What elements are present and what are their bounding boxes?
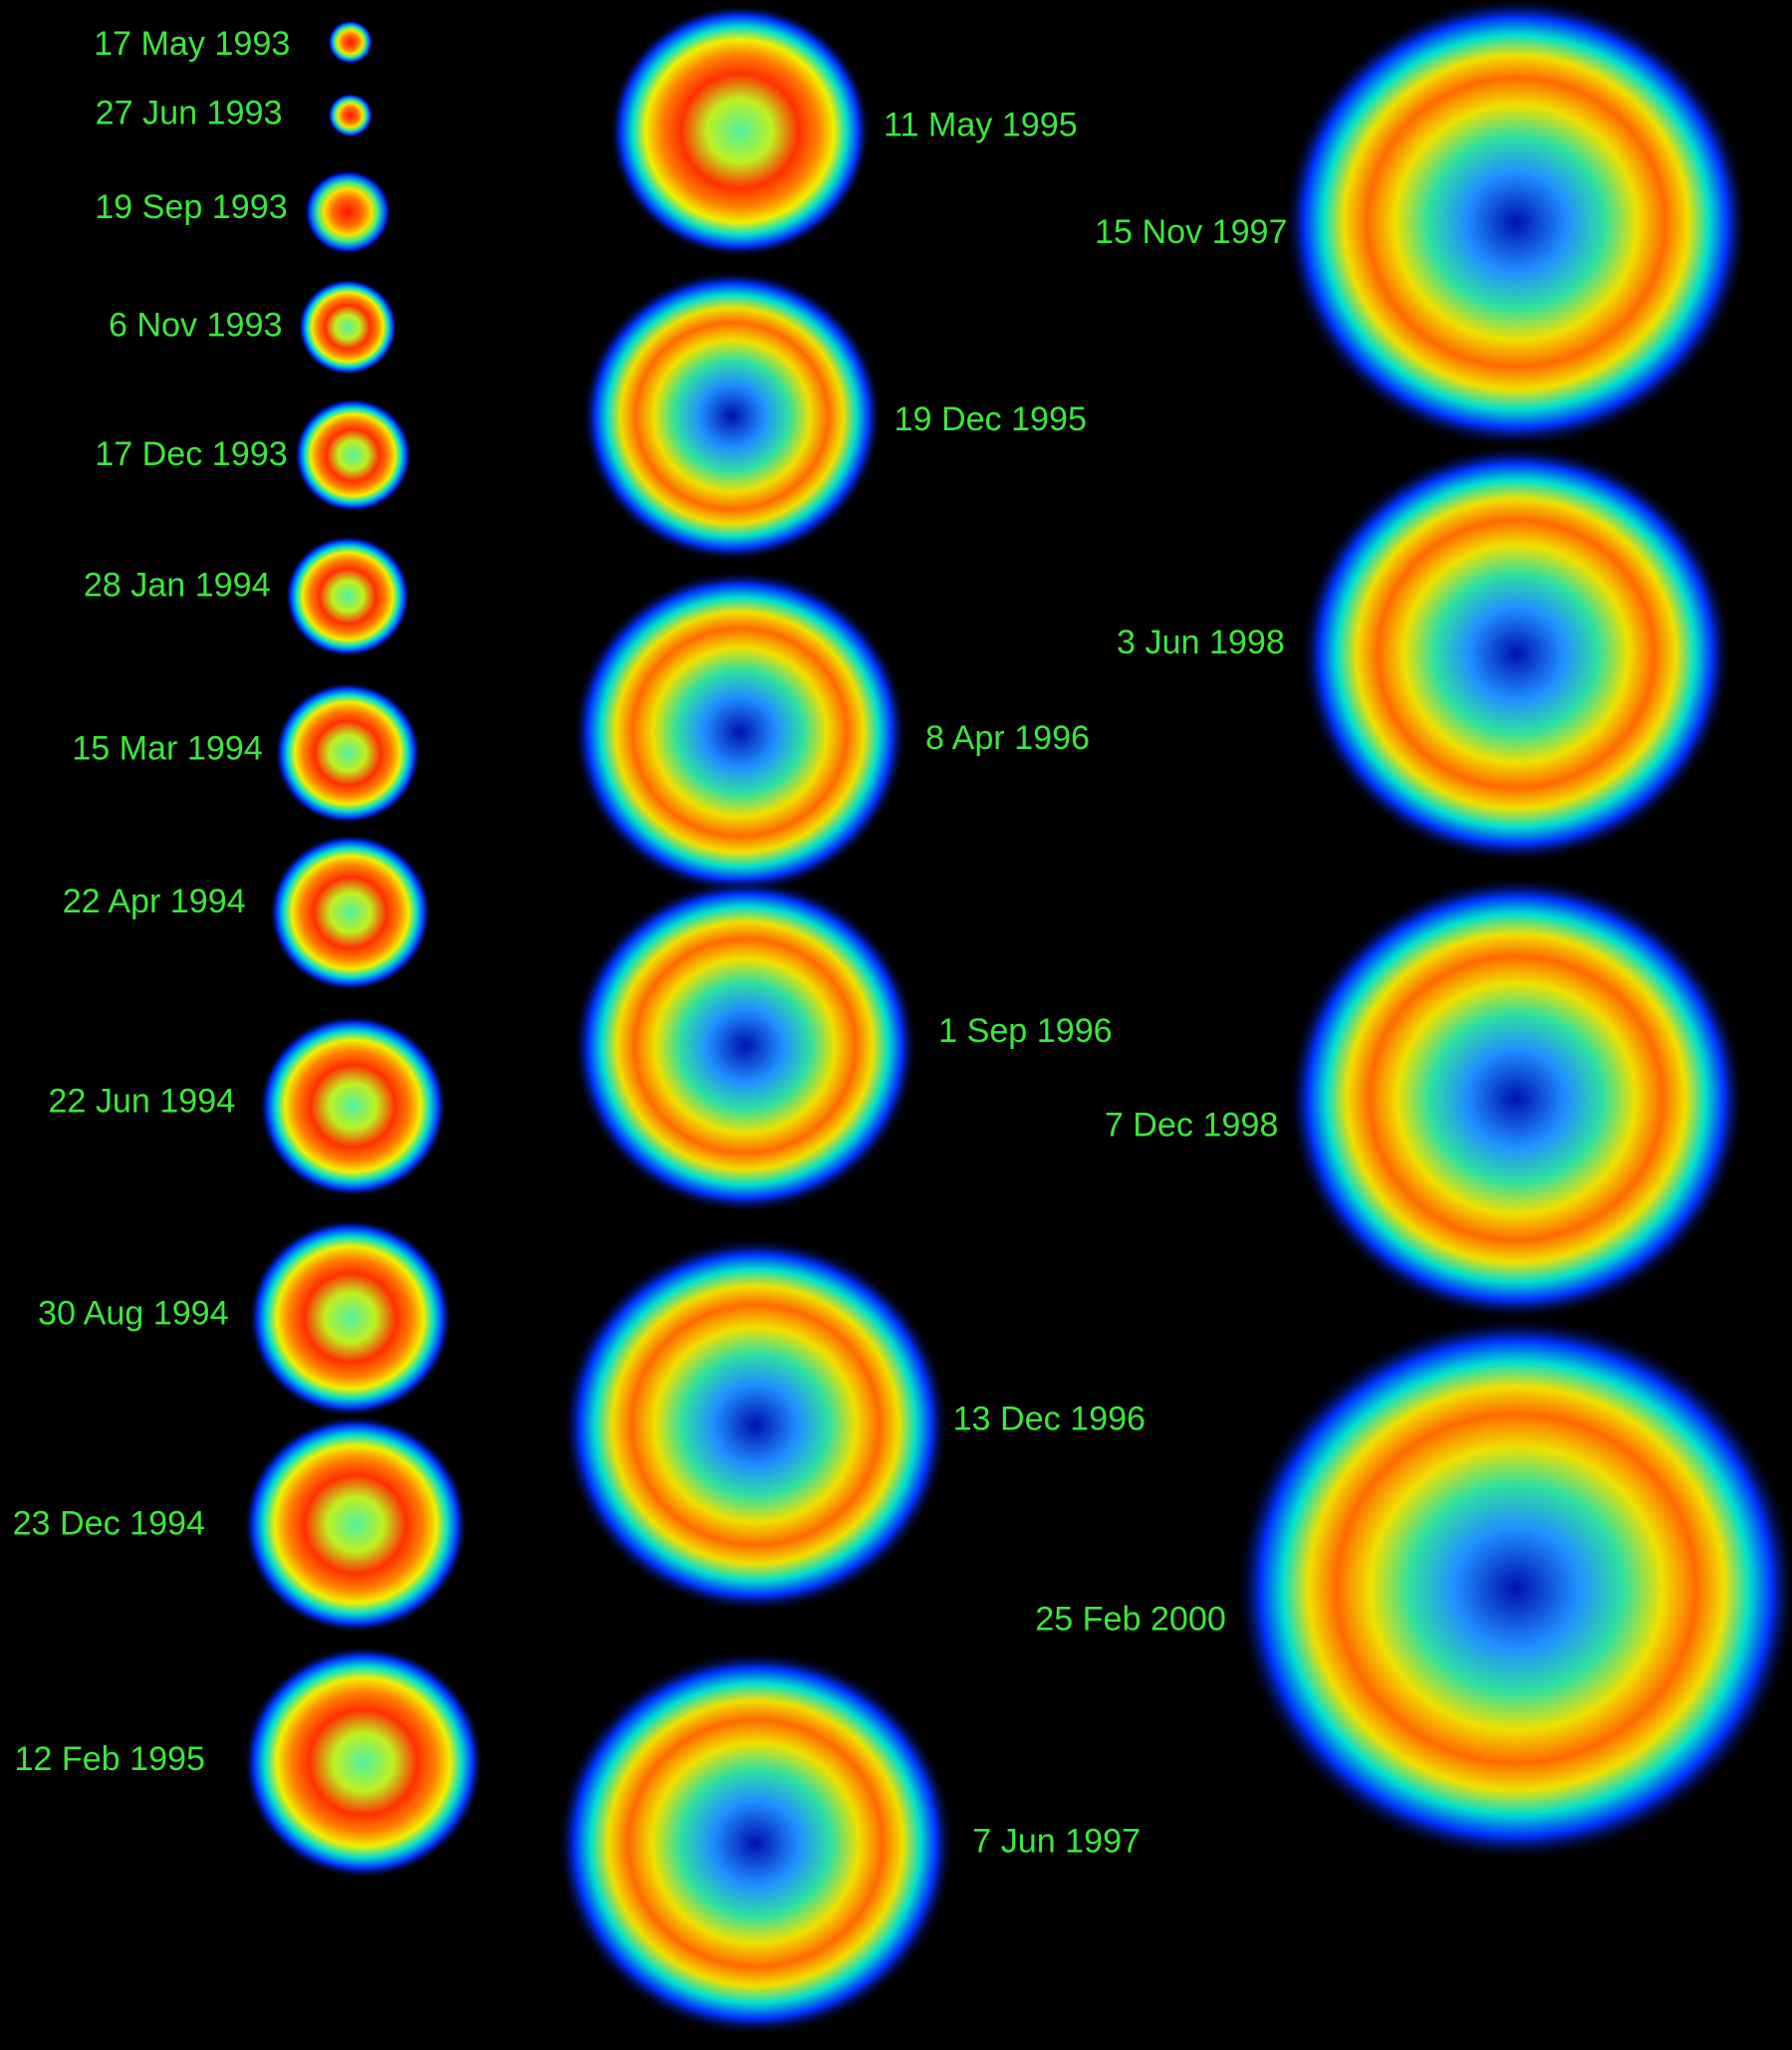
epoch-label: 3 Jun 1998 — [1117, 624, 1285, 661]
radio-image — [274, 681, 421, 825]
radio-image — [1235, 1315, 1792, 1862]
radio-image — [294, 397, 412, 513]
epoch-label: 30 Aug 1994 — [38, 1294, 229, 1332]
epoch-label: 17 Dec 1993 — [95, 435, 287, 473]
epoch-label: 8 Apr 1996 — [925, 719, 1090, 757]
epoch-label: 17 May 1993 — [94, 25, 290, 63]
epoch-label: 11 May 1995 — [884, 107, 1078, 144]
epoch-label: 15 Mar 1994 — [72, 729, 263, 767]
epoch-label: 12 Feb 1995 — [14, 1740, 205, 1778]
epoch-label: 23 Dec 1994 — [13, 1505, 205, 1543]
radio-image — [248, 1218, 453, 1417]
epoch-label: 28 Jan 1994 — [84, 566, 271, 604]
epoch-label: 22 Apr 1994 — [63, 883, 246, 920]
radio-image — [298, 278, 397, 376]
epoch-label: 7 Dec 1998 — [1105, 1106, 1278, 1144]
radio-image — [1300, 444, 1732, 864]
epoch-label: 15 Nov 1997 — [1095, 213, 1287, 251]
radio-image — [1283, 0, 1749, 448]
epoch-label: 22 Jun 1994 — [48, 1083, 235, 1121]
radio-image — [562, 1237, 949, 1613]
radio-image — [328, 20, 373, 64]
epoch-label: 1 Sep 1996 — [938, 1012, 1113, 1050]
epoch-label: 19 Dec 1995 — [895, 400, 1087, 438]
epoch-label: 13 Dec 1996 — [953, 1401, 1146, 1438]
epoch-label: 6 Nov 1993 — [109, 306, 282, 344]
radio-image — [304, 169, 391, 254]
radio-image — [556, 1650, 954, 2036]
radio-image — [285, 535, 411, 657]
radio-image — [243, 1645, 484, 1880]
epoch-label: 19 Sep 1993 — [95, 188, 287, 226]
radio-image — [572, 570, 907, 895]
radio-image — [572, 878, 918, 1214]
epoch-label: 7 Jun 1997 — [972, 1822, 1141, 1860]
radio-image — [609, 4, 871, 258]
epoch-label: 25 Feb 2000 — [1035, 1600, 1226, 1638]
radio-image — [243, 1414, 468, 1634]
radio-image — [1287, 876, 1745, 1321]
radio-image — [328, 94, 373, 137]
radio-image — [269, 834, 432, 992]
epoch-label: 27 Jun 1993 — [96, 95, 283, 132]
radio-image — [581, 270, 883, 562]
radio-image — [258, 1014, 447, 1197]
